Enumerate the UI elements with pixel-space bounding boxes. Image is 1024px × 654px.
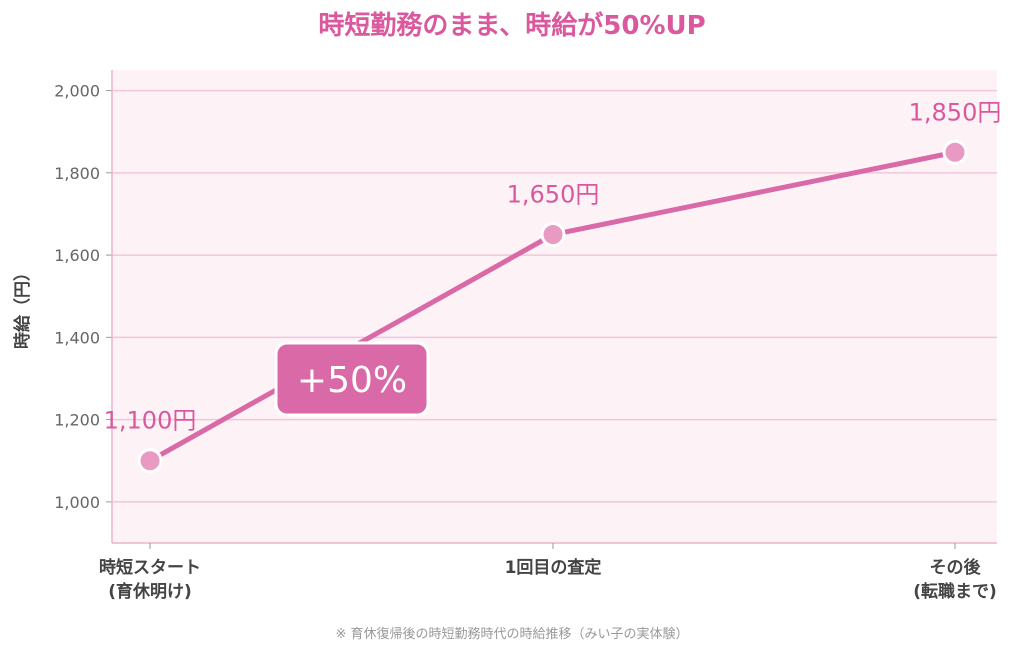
y-tick-label: 1,400 (54, 328, 100, 347)
x-tick-label: (育休明け) (108, 581, 192, 602)
data-point-marker (137, 448, 163, 474)
x-tick-label: (転職まで) (913, 581, 997, 602)
data-label: 1,850円 (909, 98, 1002, 126)
plot-background (112, 70, 997, 543)
data-point-marker (942, 139, 968, 165)
y-tick-label: 2,000 (54, 82, 100, 101)
data-point-marker (540, 222, 566, 248)
y-axis-label: 時給（円） (12, 264, 33, 349)
growth-badge (274, 341, 430, 417)
footnote: ※ 育休復帰後の時短勤務時代の時給推移（みい子の実体験） (335, 626, 688, 642)
y-tick-label: 1,600 (54, 246, 100, 265)
data-label: 1,100円 (104, 407, 197, 435)
chart-title: 時短勤務のまま、時給が50%UP (318, 10, 705, 41)
x-tick-label: 1回目の査定 (505, 557, 602, 578)
y-tick-label: 1,800 (54, 164, 100, 183)
y-tick-label: 1,200 (54, 411, 100, 430)
x-tick-label: その後 (930, 557, 982, 578)
growth-badge-label: +50% (297, 360, 407, 401)
x-tick-label: 時短スタート (99, 557, 201, 578)
y-tick-label: 1,000 (54, 493, 100, 512)
data-label: 1,650円 (507, 181, 600, 209)
